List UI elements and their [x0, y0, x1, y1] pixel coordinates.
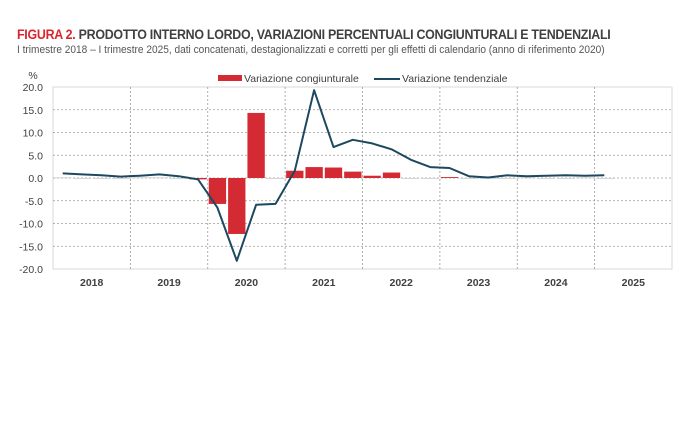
y-tick-label: 0.0: [28, 173, 43, 185]
bar-congiunturale: [305, 167, 323, 178]
y-tick-label: -15.0: [19, 241, 43, 253]
x-tick-label: 2022: [390, 277, 414, 289]
figure-number: FIGURA 2.: [17, 27, 76, 42]
legend-label-congiunturale: Variazione congiunturale: [244, 73, 359, 85]
y-tick-label: 15.0: [23, 105, 44, 117]
bar-congiunturale: [247, 112, 265, 178]
bar-congiunturale: [460, 178, 478, 179]
bar-congiunturale: [92, 178, 111, 179]
bar-congiunturale: [556, 178, 575, 179]
bar-congiunturale: [363, 175, 381, 178]
bar-congiunturale: [112, 178, 130, 179]
x-tick-label: 2023: [467, 277, 491, 289]
bar-congiunturale: [131, 177, 149, 179]
bar-congiunturale: [266, 178, 285, 179]
bar-congiunturale: [402, 178, 420, 179]
y-tick-label: -5.0: [25, 196, 43, 208]
legend-label-tendenziale: Variazione tendenziale: [402, 73, 508, 85]
bar-congiunturale: [498, 178, 517, 179]
y-axis-unit: %: [28, 70, 37, 82]
y-tick-label: -20.0: [19, 264, 43, 276]
x-tick-label: 2024: [544, 277, 568, 289]
bar-congiunturale: [54, 177, 72, 179]
legend-swatch-congiunturale: [218, 75, 242, 81]
x-tick-label: 2021: [312, 277, 336, 289]
x-tick-label: 2019: [157, 277, 181, 289]
y-tick-label: 20.0: [23, 82, 44, 94]
bar-congiunturale: [228, 178, 246, 234]
bar-congiunturale: [344, 171, 362, 178]
bar-congiunturale: [286, 170, 304, 178]
chart-subtitle: I trimestre 2018 – I trimestre 2025, dat…: [17, 44, 605, 56]
y-tick-label: 10.0: [23, 128, 44, 140]
x-tick-label: 2018: [80, 277, 104, 289]
bar-congiunturale: [440, 177, 459, 178]
bar-congiunturale: [73, 178, 91, 179]
chart-title: FIGURA 2. PRODOTTO INTERNO LORDO, VARIAZ…: [17, 27, 611, 42]
bar-congiunturale: [518, 177, 536, 179]
bar-congiunturale: [324, 167, 343, 178]
x-tick-label: 2020: [235, 277, 259, 289]
y-tick-label: 5.0: [28, 150, 43, 162]
title-text: PRODOTTO INTERNO LORDO, VARIAZIONI PERCE…: [78, 27, 611, 42]
bar-congiunturale: [170, 178, 188, 179]
bar-congiunturale: [208, 178, 227, 204]
bar-congiunturale: [537, 178, 555, 179]
bar-congiunturale: [150, 177, 169, 179]
bar-congiunturale: [595, 178, 613, 179]
bar-congiunturale: [382, 172, 401, 178]
x-tick-label: 2025: [622, 277, 646, 289]
bar-congiunturale: [576, 177, 594, 179]
bar-congiunturale: [421, 178, 439, 179]
y-tick-label: -10.0: [19, 219, 43, 231]
